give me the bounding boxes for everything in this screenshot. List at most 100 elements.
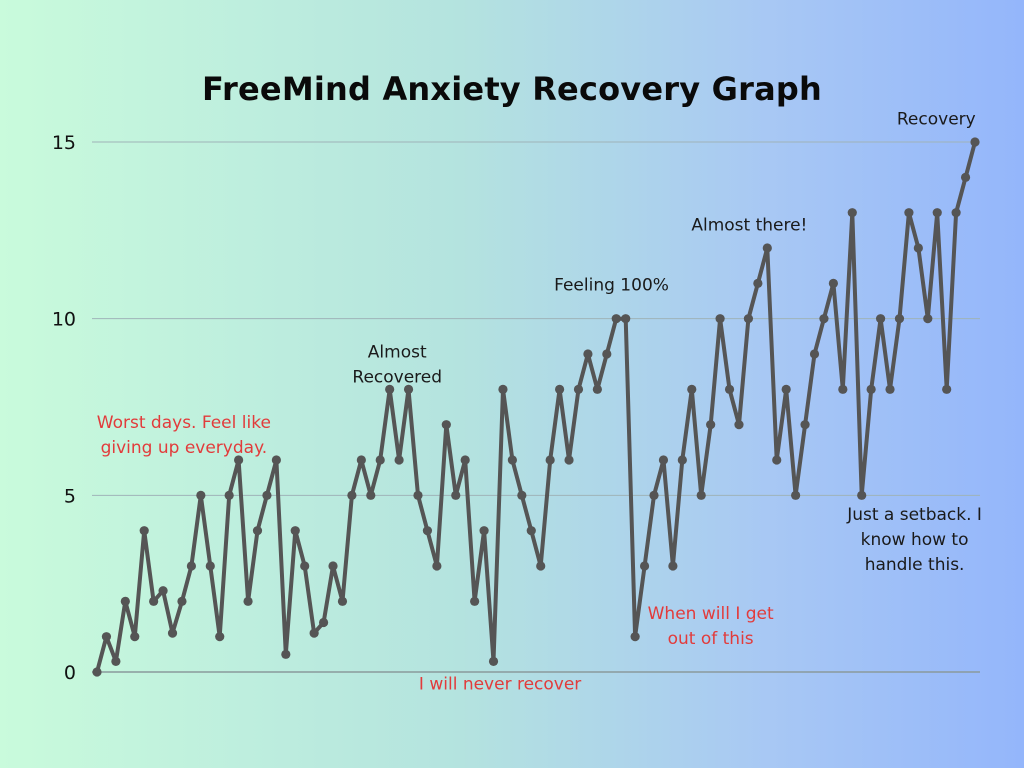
data-point	[696, 490, 706, 500]
data-point	[337, 596, 348, 606]
data-point	[913, 243, 923, 253]
data-point	[677, 455, 687, 465]
data-point	[300, 561, 310, 571]
data-point	[706, 420, 716, 430]
data-point	[111, 656, 121, 667]
data-point	[479, 526, 489, 536]
data-point	[621, 314, 631, 324]
data-point	[942, 384, 952, 394]
data-point	[639, 561, 650, 571]
data-point	[847, 208, 857, 218]
series-line	[95, 140, 977, 674]
data-point	[290, 526, 300, 536]
data-point	[328, 561, 338, 571]
data-point	[932, 208, 942, 218]
data-point	[318, 617, 329, 628]
y-tick-label: 10	[52, 309, 76, 331]
data-point	[224, 490, 234, 500]
data-point	[734, 420, 744, 430]
data-point	[536, 561, 546, 571]
annotation-text: I will never recover	[419, 675, 581, 695]
data-point	[441, 420, 451, 430]
data-point	[573, 384, 584, 394]
data-point	[875, 314, 886, 324]
data-point	[309, 628, 319, 638]
data-point	[866, 384, 876, 394]
annotation-text: Worst days. Feel like	[97, 413, 271, 433]
data-point	[432, 561, 442, 571]
data-point	[177, 596, 187, 606]
data-point	[960, 172, 971, 182]
data-point	[271, 455, 281, 465]
data-points-layer	[92, 137, 980, 677]
data-point	[196, 490, 206, 500]
data-point	[517, 490, 527, 500]
data-point	[649, 490, 659, 500]
annotation-text: Almost there!	[691, 215, 807, 235]
data-point	[215, 632, 225, 642]
data-point	[460, 455, 470, 465]
data-point	[894, 314, 905, 324]
data-point	[687, 384, 697, 394]
annotation-text: know how to	[861, 530, 969, 550]
data-point	[526, 526, 536, 536]
data-point	[422, 526, 433, 536]
data-point	[555, 384, 565, 394]
data-point	[451, 490, 461, 500]
data-point	[791, 490, 801, 500]
data-point	[602, 349, 612, 359]
data-point	[470, 596, 480, 606]
data-point	[413, 490, 423, 500]
annotations-layer: Worst days. Feel like giving up everyday.…	[97, 109, 982, 694]
data-point	[753, 278, 763, 288]
annotation-text: handle this.	[865, 555, 965, 575]
y-axis: 0 5 10 15	[52, 132, 76, 684]
data-point	[167, 628, 178, 638]
data-point	[385, 384, 395, 394]
data-point	[252, 526, 263, 536]
data-point	[545, 455, 555, 465]
data-point	[186, 561, 197, 571]
data-point	[262, 490, 272, 500]
annotation-text: Recovery	[897, 109, 976, 129]
annotation-text: Feeling 100%	[554, 275, 669, 295]
annotation-text: Recovered	[352, 368, 442, 388]
data-point	[809, 349, 820, 359]
data-point	[800, 420, 810, 430]
data-point	[234, 455, 244, 465]
data-point	[715, 314, 725, 324]
data-point	[149, 596, 159, 606]
data-point	[923, 314, 933, 324]
data-point	[139, 526, 149, 536]
data-point	[781, 384, 791, 394]
data-point	[366, 490, 376, 500]
y-tick-label: 0	[64, 662, 76, 684]
data-point	[243, 596, 253, 606]
data-point	[101, 632, 112, 642]
series-line-layer	[95, 140, 977, 674]
data-point	[205, 561, 215, 571]
data-point	[120, 596, 130, 606]
data-point	[488, 656, 499, 667]
data-point	[281, 649, 291, 659]
data-point	[130, 632, 140, 642]
data-point	[92, 667, 102, 677]
data-point	[772, 455, 782, 465]
data-point	[564, 455, 574, 465]
data-point	[970, 137, 980, 147]
data-point	[403, 384, 414, 394]
annotation-text: out of this	[668, 629, 754, 649]
data-point	[611, 314, 621, 324]
chart-title: FreeMind Anxiety Recovery Graph	[202, 70, 822, 108]
data-point	[668, 561, 678, 571]
data-point	[838, 384, 848, 394]
grid-layer	[92, 141, 980, 673]
data-point	[857, 490, 867, 500]
annotation-text: giving up everyday.	[101, 438, 268, 458]
data-point	[394, 455, 404, 465]
data-point	[885, 384, 895, 394]
data-point	[630, 632, 640, 642]
data-point	[724, 384, 735, 394]
